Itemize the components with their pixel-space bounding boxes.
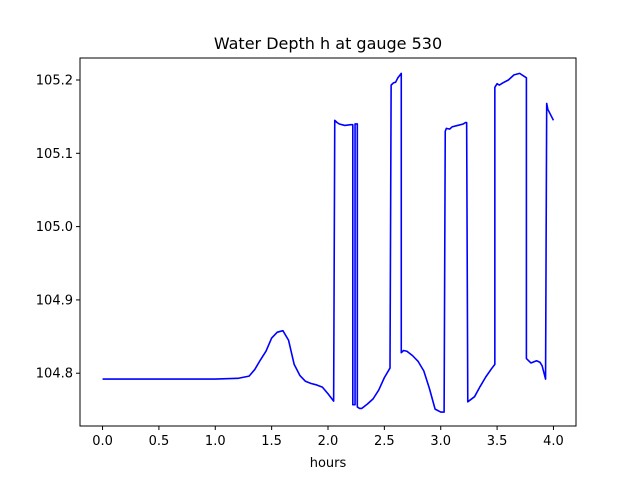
y-axis-ticks: 104.8 104.9 105.0 105.1 105.2 [36,73,80,382]
x-tick-label: 3.5 [487,434,508,449]
series-line-0 [102,72,555,413]
x-axis-ticks: 0.0 0.5 1.0 1.5 2.0 2.5 3.0 3.5 4.0 [92,426,564,449]
x-tick-label: 4.0 [543,434,564,449]
chart-title: Water Depth h at gauge 530 [214,34,442,53]
y-tick-label: 105.2 [36,73,73,88]
plot-area [102,72,555,413]
x-tick-label: 0.0 [92,434,113,449]
y-tick-label: 105.1 [36,147,73,162]
y-tick-label: 104.9 [36,293,73,308]
y-tick-label: 105.0 [36,220,73,235]
y-tick-label: 104.8 [36,367,73,382]
x-tick-label: 1.0 [205,434,226,449]
x-tick-label: 2.5 [374,434,395,449]
x-tick-label: 0.5 [149,434,170,449]
x-tick-label: 2.0 [318,434,339,449]
x-axis-label: hours [310,456,347,471]
x-tick-label: 3.0 [430,434,451,449]
x-tick-label: 1.5 [261,434,282,449]
